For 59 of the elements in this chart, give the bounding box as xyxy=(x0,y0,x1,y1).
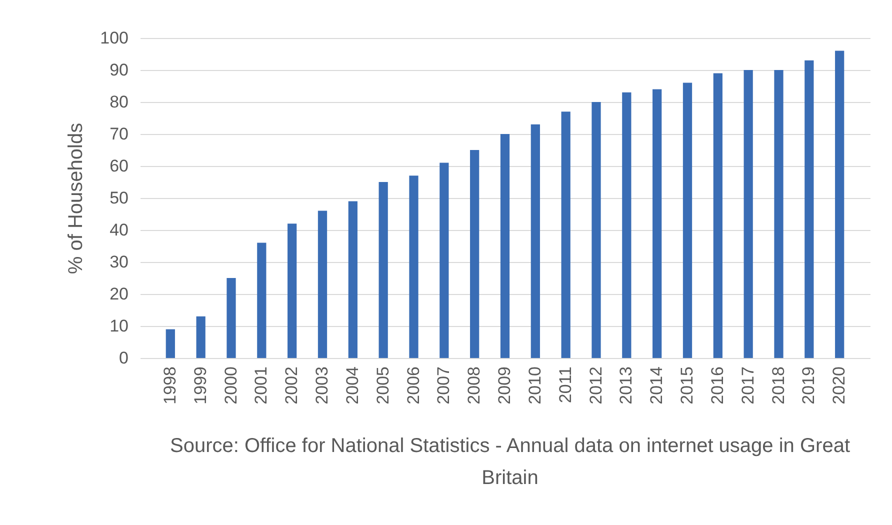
x-tick-label: 2013 xyxy=(616,366,636,404)
source-note: Source: Office for National Statistics - Annual data on internet usage in Great Britain xyxy=(168,434,851,491)
x-tick-label: 2017 xyxy=(738,366,758,404)
x-tick-label: 2012 xyxy=(586,366,606,404)
x-tick-label: 2005 xyxy=(373,366,392,404)
x-tick-label: 2003 xyxy=(312,366,332,404)
y-axis-title: % of Households xyxy=(65,122,88,274)
bar xyxy=(804,60,814,358)
x-tick-label: 2014 xyxy=(647,366,666,404)
y-tick-label: 40 xyxy=(110,220,128,240)
x-tick-label: 2007 xyxy=(434,366,454,404)
x-tick-label: 2020 xyxy=(830,366,849,404)
bar xyxy=(196,316,206,358)
bar xyxy=(257,242,266,358)
y-tick-label: 90 xyxy=(110,60,128,80)
bar xyxy=(409,176,418,358)
bar xyxy=(318,210,328,358)
bar xyxy=(592,102,601,358)
x-tick-label: 2006 xyxy=(404,366,423,404)
bar xyxy=(774,70,784,358)
bar xyxy=(744,70,753,358)
bar xyxy=(378,182,388,358)
y-tick-label: 100 xyxy=(100,28,128,48)
x-tick-label: 2015 xyxy=(678,366,696,404)
bar xyxy=(348,201,358,358)
x-tick-label: 1998 xyxy=(160,366,180,404)
x-tick-label: 2000 xyxy=(221,366,240,404)
bar xyxy=(561,112,570,358)
x-tick-label: 2008 xyxy=(464,366,484,404)
x-tick-label: 2016 xyxy=(708,366,727,404)
x-tick-label: 2009 xyxy=(495,366,514,404)
y-tick-label: 20 xyxy=(110,284,128,304)
x-tick-label: 2018 xyxy=(768,366,788,404)
y-tick-label: 80 xyxy=(110,92,128,112)
y-tick-label: 10 xyxy=(110,316,128,336)
y-tick-label: 0 xyxy=(119,348,128,368)
bar xyxy=(713,73,722,358)
y-tick-label: 70 xyxy=(110,124,128,144)
bar xyxy=(835,50,844,358)
x-tick-label: 1999 xyxy=(190,366,210,404)
bar xyxy=(652,89,662,358)
x-tick-label: 2002 xyxy=(282,366,302,404)
x-tick-label: 2019 xyxy=(799,366,818,404)
bar xyxy=(470,150,480,358)
x-tick-label: 2001 xyxy=(252,366,271,404)
bar xyxy=(622,92,632,358)
bar xyxy=(226,278,236,358)
bar xyxy=(500,134,510,358)
y-tick-label: 50 xyxy=(110,188,128,208)
y-tick-label: 30 xyxy=(110,252,128,272)
y-tick-label: 60 xyxy=(110,156,128,176)
x-tick-label: 2004 xyxy=(342,366,362,404)
x-tick-label: 2011 xyxy=(556,366,575,404)
bar xyxy=(288,224,297,358)
bar xyxy=(530,124,540,358)
bar xyxy=(682,82,692,358)
bar xyxy=(440,162,449,358)
bar xyxy=(166,329,175,358)
x-tick-label: 2010 xyxy=(525,366,544,404)
